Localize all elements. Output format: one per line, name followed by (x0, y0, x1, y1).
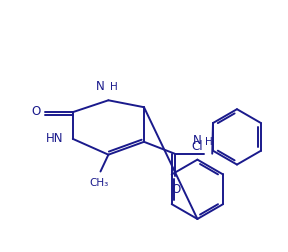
Text: HN: HN (46, 132, 63, 145)
Text: O: O (171, 183, 180, 196)
Text: N: N (193, 134, 201, 147)
Text: CH₃: CH₃ (89, 178, 108, 188)
Text: Cl: Cl (192, 140, 203, 153)
Text: O: O (31, 105, 40, 118)
Text: N: N (96, 80, 105, 93)
Text: H: H (205, 137, 213, 147)
Text: H: H (110, 82, 118, 92)
